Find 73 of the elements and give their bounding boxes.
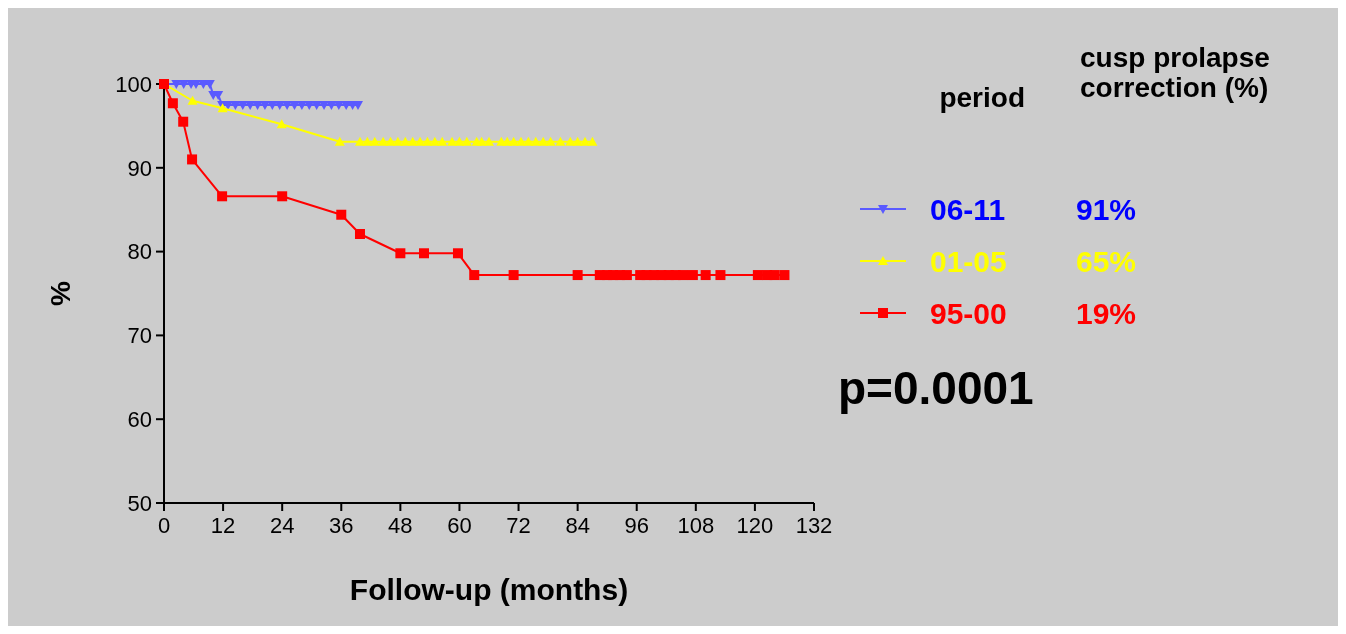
text: 19% — [1076, 296, 1137, 330]
point — [587, 136, 598, 146]
point — [454, 136, 465, 146]
point — [422, 136, 433, 146]
point — [447, 136, 458, 146]
x-tick-label: 48 — [388, 513, 413, 538]
y-tick-label: 60 — [127, 406, 152, 432]
x-tick-label: 96 — [624, 513, 649, 538]
point — [523, 136, 534, 146]
point — [187, 95, 198, 105]
point — [187, 154, 198, 165]
text: 65% — [1076, 244, 1137, 278]
point — [334, 136, 345, 146]
point — [419, 248, 429, 259]
x-tick-label: 84 — [565, 513, 590, 538]
point — [580, 136, 591, 146]
text: p=0.0001 — [838, 362, 1034, 414]
text: cusp prolapse correction (%) — [1080, 42, 1270, 103]
point — [452, 248, 463, 259]
point — [687, 270, 698, 281]
x-tick-label: 120 — [736, 513, 774, 538]
point — [621, 270, 632, 281]
y-tick-label: 100 — [115, 71, 152, 97]
y-tick-label: 90 — [127, 155, 152, 181]
point — [752, 270, 763, 281]
x-tick-label: 0 — [157, 513, 171, 538]
point — [555, 136, 566, 146]
point — [779, 270, 790, 281]
x-tick-label: 12 — [210, 513, 236, 538]
point — [461, 136, 472, 146]
point — [362, 136, 373, 146]
x-tick-label: 60 — [447, 513, 472, 538]
point — [437, 136, 448, 146]
x-axis-title: Follow-up (months) — [349, 573, 629, 606]
point — [167, 98, 178, 109]
point — [572, 270, 583, 281]
point — [516, 136, 527, 146]
y-tick-label: 80 — [127, 239, 152, 265]
y-tick-label: 70 — [127, 323, 152, 349]
legend-label: 95-00 — [930, 296, 1007, 330]
x-tick-label: 36 — [329, 513, 354, 538]
point — [276, 119, 287, 129]
point — [700, 270, 711, 281]
point — [369, 136, 380, 146]
point — [378, 136, 389, 146]
text: 91% — [1076, 192, 1137, 226]
point — [217, 191, 228, 202]
point — [769, 270, 780, 281]
legend-label: 01-05 — [930, 244, 1007, 278]
x-tick-label: 72 — [506, 513, 531, 538]
point — [400, 136, 411, 146]
point — [715, 270, 726, 281]
point — [508, 270, 519, 281]
y-tick-label: 50 — [127, 490, 152, 516]
point — [415, 136, 426, 146]
point — [354, 136, 365, 146]
point — [178, 116, 189, 127]
legend-label: 06-11 — [930, 192, 1006, 226]
point — [538, 136, 549, 146]
x-tick-label: 108 — [677, 513, 715, 538]
point — [354, 229, 365, 239]
point — [545, 136, 556, 146]
point — [469, 270, 480, 281]
legend-title: period — [939, 82, 1025, 113]
x-tick-label: 24 — [269, 513, 295, 538]
point — [336, 209, 347, 220]
y-axis-title: % — [45, 280, 76, 306]
point — [484, 136, 494, 146]
point — [395, 248, 406, 259]
point — [392, 136, 403, 146]
x-tick-label: 132 — [795, 513, 833, 538]
point — [277, 191, 288, 202]
point — [565, 136, 576, 146]
